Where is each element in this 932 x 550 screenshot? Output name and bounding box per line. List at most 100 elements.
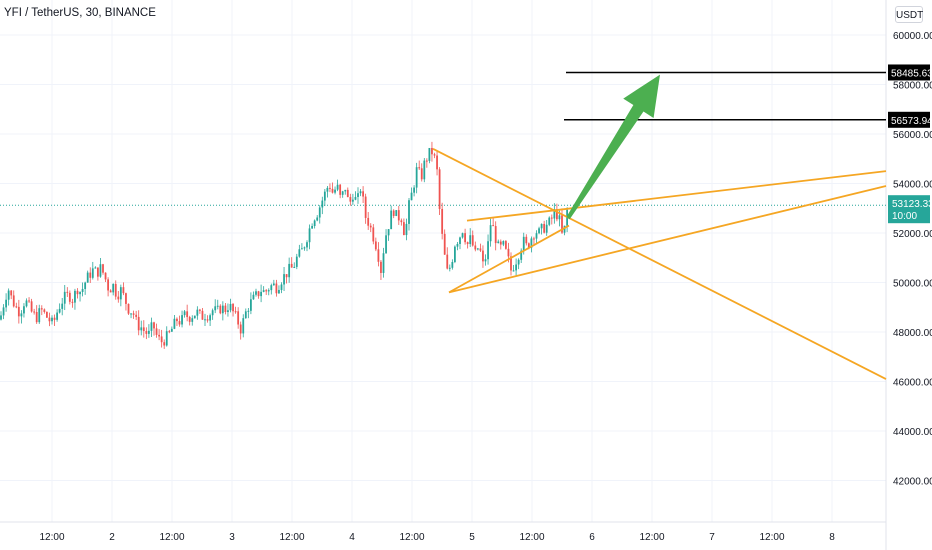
candle-body bbox=[558, 215, 561, 220]
candle-body bbox=[553, 209, 556, 219]
candle-body bbox=[318, 207, 321, 218]
candle-body bbox=[176, 318, 178, 322]
candle-body bbox=[293, 266, 296, 268]
candle-body bbox=[540, 223, 543, 229]
candle-body bbox=[229, 303, 232, 311]
y-tick-label: 50000.00 bbox=[893, 279, 932, 290]
y-tick-label: 56000.00 bbox=[893, 130, 932, 141]
candle-body bbox=[471, 235, 474, 246]
candle-body bbox=[272, 283, 275, 286]
candle-body bbox=[224, 305, 227, 313]
candle-body bbox=[46, 311, 48, 318]
candle-body bbox=[527, 243, 530, 248]
candle-body bbox=[369, 225, 372, 228]
candle-body bbox=[232, 303, 234, 312]
candle-body bbox=[12, 295, 15, 307]
candle-body bbox=[142, 327, 145, 332]
candle-body bbox=[420, 168, 423, 180]
candle-body bbox=[247, 310, 250, 312]
candle-body bbox=[298, 249, 301, 257]
candle-body bbox=[454, 246, 456, 263]
candle-body bbox=[285, 274, 288, 278]
candle-body bbox=[288, 263, 291, 278]
candle-body bbox=[91, 268, 94, 278]
x-tick-label: 12:00 bbox=[519, 532, 544, 543]
candle-body bbox=[89, 272, 92, 278]
candle-body bbox=[489, 225, 492, 242]
candle-body bbox=[165, 331, 168, 346]
candle-body bbox=[153, 322, 155, 329]
candle-body bbox=[482, 250, 484, 262]
candle-body bbox=[140, 327, 143, 331]
x-tick-label: 7 bbox=[709, 532, 715, 543]
candle-body bbox=[112, 283, 115, 293]
candle-body bbox=[339, 184, 342, 195]
candle-body bbox=[137, 316, 140, 331]
y-tick-label: 44000.00 bbox=[893, 427, 932, 438]
candle-body bbox=[122, 287, 125, 294]
candle-body bbox=[492, 225, 495, 227]
candle-body bbox=[168, 331, 171, 333]
candle-body bbox=[201, 310, 204, 320]
candle-body bbox=[374, 241, 377, 250]
candle-body bbox=[535, 233, 538, 239]
candle-body bbox=[20, 313, 23, 317]
y-tick-label: 42000.00 bbox=[893, 477, 932, 488]
candle-body bbox=[474, 245, 477, 250]
currency-selector[interactable]: USDT bbox=[895, 6, 923, 23]
candle-body bbox=[400, 220, 403, 223]
x-tick-label: 4 bbox=[349, 532, 355, 543]
candle-body bbox=[130, 313, 132, 315]
candle-body bbox=[114, 283, 117, 297]
candle-body bbox=[334, 189, 336, 193]
candle-body bbox=[354, 196, 357, 200]
candle-body bbox=[295, 256, 298, 267]
candle-body bbox=[135, 314, 138, 317]
candle-body bbox=[497, 241, 500, 244]
candle-body bbox=[545, 224, 548, 233]
candle-body bbox=[227, 310, 229, 313]
candle-body bbox=[502, 241, 505, 245]
candle-body bbox=[520, 250, 523, 260]
candle-body bbox=[364, 196, 367, 218]
target-level-label-bg bbox=[888, 111, 930, 128]
wedge-upper-trendline bbox=[466, 170, 887, 222]
candle-body bbox=[283, 274, 285, 285]
candle-body bbox=[209, 315, 211, 321]
x-tick-label: 2 bbox=[109, 532, 115, 543]
candle-body bbox=[494, 226, 497, 244]
x-tick-label: 12:00 bbox=[399, 532, 424, 543]
candle-body bbox=[341, 191, 344, 195]
candle-body bbox=[372, 227, 375, 242]
candle-body bbox=[405, 223, 408, 236]
y-tick-label: 52000.00 bbox=[893, 229, 932, 240]
candle-body bbox=[316, 217, 319, 221]
candle-body bbox=[367, 217, 370, 226]
candle-body bbox=[563, 225, 566, 233]
candle-body bbox=[28, 300, 30, 302]
candle-body bbox=[94, 267, 97, 269]
x-tick-label: 12:00 bbox=[279, 532, 304, 543]
candle-body bbox=[51, 317, 53, 322]
candle-body bbox=[43, 309, 46, 312]
candle-body bbox=[451, 262, 454, 268]
candle-body bbox=[211, 310, 214, 316]
candle-body bbox=[239, 324, 242, 334]
candle-body bbox=[183, 311, 186, 316]
candle-body bbox=[191, 318, 194, 322]
target-level-label-bg bbox=[888, 64, 930, 81]
candle-body bbox=[214, 306, 217, 311]
candle-body bbox=[446, 254, 449, 269]
candle-body bbox=[346, 189, 349, 198]
candle-body bbox=[158, 334, 160, 337]
candle-body bbox=[487, 241, 489, 260]
candle-body bbox=[2, 307, 5, 316]
x-tick-label: 5 bbox=[469, 532, 475, 543]
x-tick-label: 12:00 bbox=[639, 532, 664, 543]
candle-body bbox=[178, 321, 181, 325]
candle-body bbox=[216, 305, 219, 307]
candle-body bbox=[193, 315, 196, 319]
candle-body bbox=[505, 241, 507, 249]
